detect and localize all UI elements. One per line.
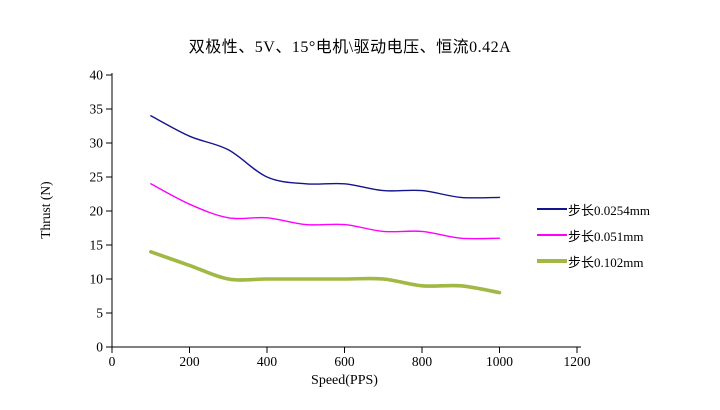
y-tick-label: 35	[90, 102, 104, 117]
legend-label: 步长0.102mm	[568, 254, 644, 270]
legend-line-swatch	[537, 259, 567, 263]
x-tick-label: 600	[334, 354, 355, 369]
series-line-2	[149, 250, 502, 295]
x-tick-label: 1000	[486, 354, 513, 369]
legend-item: 步长0.0254mm	[537, 196, 650, 222]
legend-label: 步长0.0254mm	[568, 202, 650, 218]
x-axis-title: Speed(PPS)	[311, 373, 378, 388]
axes	[106, 73, 581, 353]
legend-item: 步长0.102mm	[537, 248, 650, 274]
series-line-1	[150, 183, 501, 240]
y-tick-label: 0	[96, 340, 103, 355]
x-tick-label: 800	[412, 354, 433, 369]
y-tick-label: 25	[90, 170, 104, 185]
x-tick-label: 200	[179, 354, 200, 369]
chart-title: 双极性、5V、15°电机\驱动电压、恒流0.42A	[188, 39, 512, 56]
legend-label: 步长0.051mm	[568, 228, 644, 244]
y-tick-label: 20	[90, 204, 104, 219]
y-tick-label: 10	[90, 272, 104, 287]
y-tick-label: 15	[90, 238, 104, 253]
legend-line-swatch	[537, 234, 567, 236]
series-line-0	[150, 115, 501, 199]
legend: 步长0.0254mm 步长0.051mm 步长0.102mm	[537, 196, 650, 274]
x-tick-label: 0	[109, 354, 116, 369]
y-tick-label: 5	[96, 306, 103, 321]
y-tick-label: 40	[90, 68, 104, 83]
legend-item: 步长0.051mm	[537, 222, 650, 248]
legend-line-swatch	[537, 208, 567, 210]
x-tick-label: 400	[257, 354, 278, 369]
x-tick-label: 1200	[564, 354, 591, 369]
y-tick-label: 30	[90, 136, 104, 151]
